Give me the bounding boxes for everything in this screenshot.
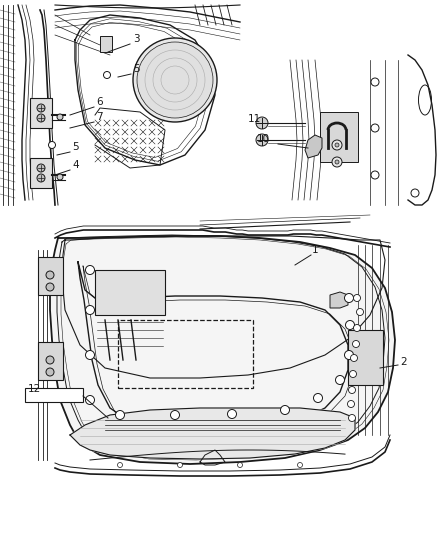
- Circle shape: [256, 134, 268, 146]
- Text: 1: 1: [312, 245, 318, 255]
- Bar: [38, 342, 63, 380]
- Circle shape: [85, 395, 95, 405]
- Text: 3: 3: [133, 34, 140, 44]
- Text: 5: 5: [133, 64, 140, 74]
- Circle shape: [237, 463, 243, 467]
- Bar: [38, 257, 63, 295]
- Circle shape: [46, 368, 54, 376]
- Circle shape: [46, 356, 54, 364]
- Circle shape: [177, 463, 183, 467]
- Bar: [30, 158, 52, 188]
- Circle shape: [37, 104, 45, 112]
- Circle shape: [37, 114, 45, 122]
- Circle shape: [117, 463, 123, 467]
- Polygon shape: [50, 236, 395, 464]
- Circle shape: [350, 370, 357, 377]
- Circle shape: [57, 174, 63, 180]
- Circle shape: [116, 410, 124, 419]
- Polygon shape: [330, 292, 348, 308]
- Polygon shape: [70, 408, 355, 459]
- Text: 10: 10: [257, 134, 270, 144]
- Circle shape: [345, 351, 353, 359]
- Circle shape: [332, 157, 342, 167]
- Circle shape: [335, 160, 339, 164]
- Circle shape: [103, 71, 110, 78]
- Circle shape: [46, 283, 54, 291]
- Circle shape: [85, 351, 95, 359]
- Circle shape: [85, 305, 95, 314]
- Bar: [95, 270, 165, 315]
- Circle shape: [347, 400, 354, 408]
- Text: 6: 6: [96, 97, 102, 107]
- Circle shape: [137, 42, 213, 118]
- Circle shape: [353, 341, 360, 348]
- Circle shape: [170, 410, 180, 419]
- Text: 5: 5: [72, 142, 79, 152]
- Circle shape: [357, 309, 364, 316]
- Circle shape: [350, 354, 357, 361]
- Polygon shape: [305, 135, 322, 158]
- Circle shape: [37, 164, 45, 172]
- Circle shape: [353, 325, 360, 332]
- Circle shape: [346, 320, 354, 329]
- Circle shape: [256, 117, 268, 129]
- Circle shape: [85, 265, 95, 274]
- Circle shape: [57, 114, 63, 120]
- Circle shape: [227, 409, 237, 418]
- Bar: [348, 330, 383, 385]
- Text: 2: 2: [400, 357, 406, 367]
- Text: 4: 4: [72, 160, 79, 170]
- Circle shape: [332, 140, 342, 150]
- Circle shape: [345, 294, 353, 303]
- Bar: [30, 98, 52, 128]
- Bar: [100, 36, 112, 52]
- Circle shape: [349, 415, 356, 422]
- Text: 11: 11: [248, 114, 261, 124]
- Circle shape: [46, 271, 54, 279]
- Text: 12: 12: [28, 384, 41, 394]
- Bar: [118, 320, 253, 388]
- Circle shape: [133, 38, 217, 122]
- Circle shape: [335, 143, 339, 147]
- Circle shape: [49, 141, 56, 149]
- Circle shape: [349, 386, 356, 393]
- Circle shape: [314, 393, 322, 402]
- Bar: [25, 388, 83, 402]
- Circle shape: [37, 174, 45, 182]
- Circle shape: [297, 463, 303, 467]
- Text: 7: 7: [96, 112, 102, 122]
- Circle shape: [353, 295, 360, 302]
- Bar: [320, 112, 358, 162]
- Circle shape: [280, 406, 290, 415]
- Circle shape: [336, 376, 345, 384]
